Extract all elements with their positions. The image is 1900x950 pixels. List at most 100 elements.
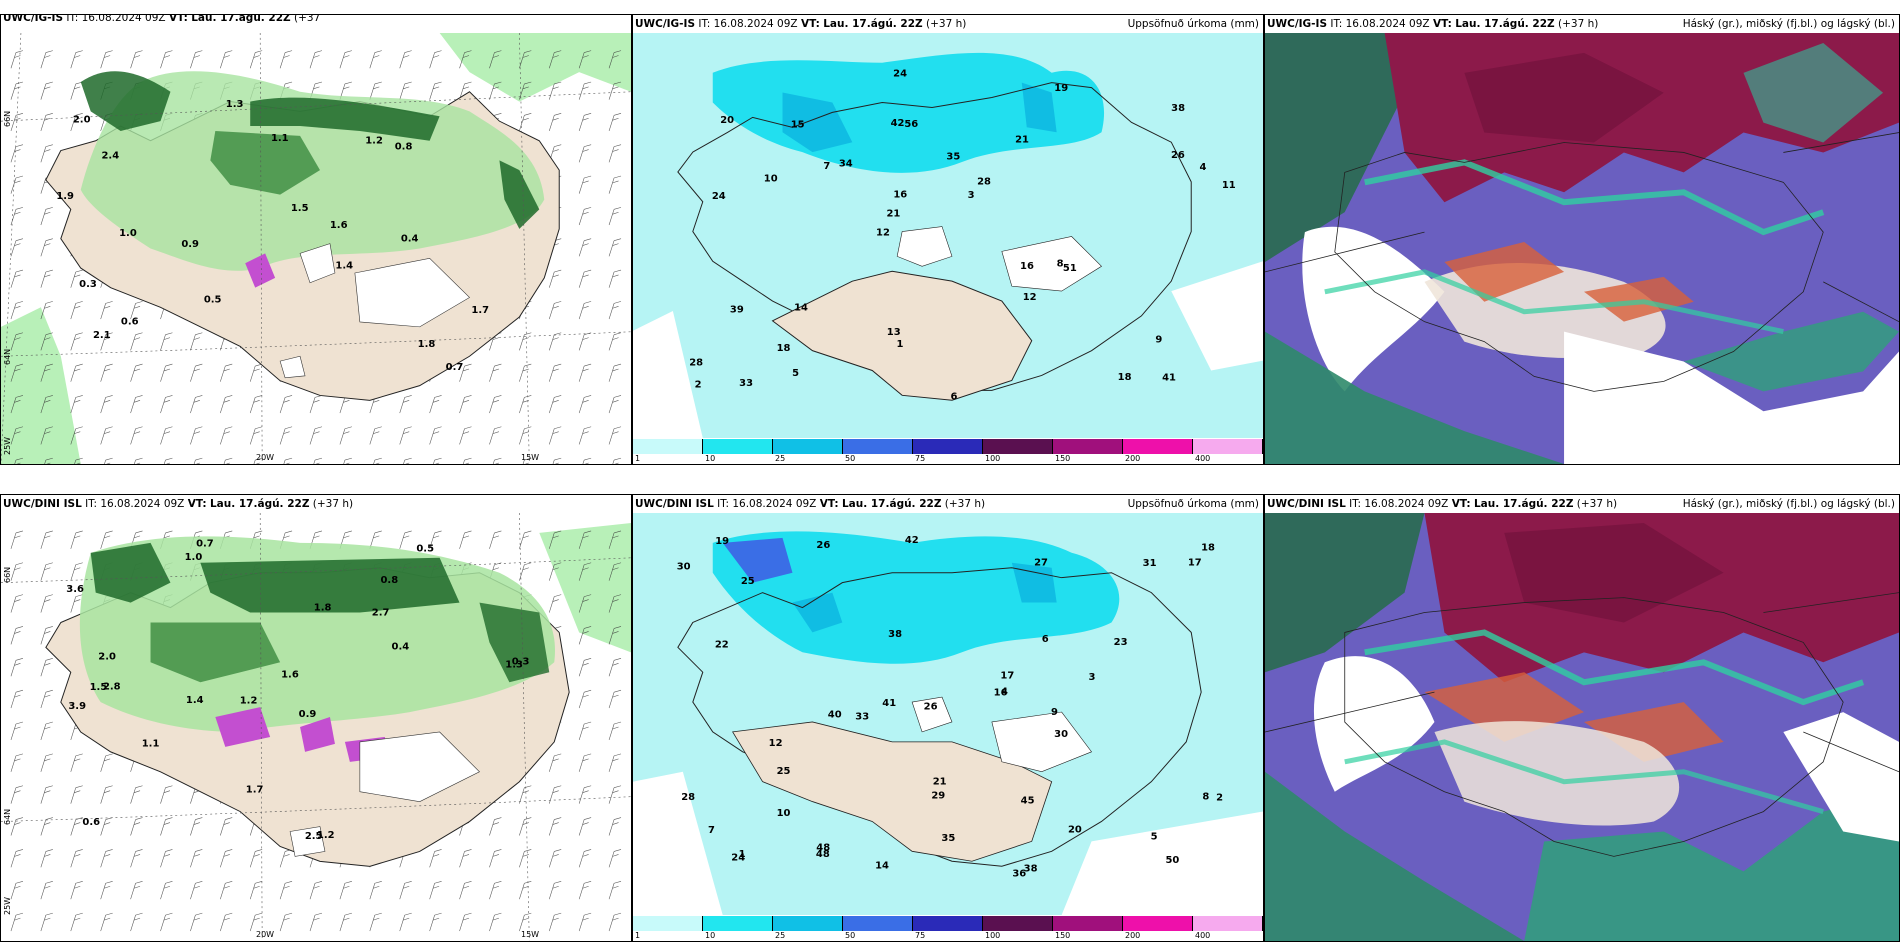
wind-barb: [130, 395, 143, 414]
wind-barb: [40, 594, 53, 613]
value-label: 1.3: [505, 659, 523, 670]
wind-barb: [190, 912, 203, 932]
wind-barb: [429, 912, 442, 932]
colorbar-swatch: [1053, 439, 1123, 454]
wind-barb: [608, 594, 622, 613]
value-label: 0.6: [121, 317, 139, 328]
value-label: 38: [1024, 864, 1038, 875]
wind-barb: [369, 50, 382, 69]
value-label: 25: [741, 576, 755, 587]
wind-barb: [492, 457, 502, 464]
wind-barb: [249, 912, 263, 932]
wind-barb: [369, 912, 382, 932]
colorbar-swatch: [843, 916, 913, 931]
wind-barb: [548, 50, 562, 69]
wind-barb: [578, 113, 592, 132]
wind-barb: [249, 395, 263, 414]
panel-header: UWC/IG-IS IT: 16.08.2024 09Z VT: Lau. 17…: [1265, 15, 1899, 33]
wind-barb: [459, 912, 472, 932]
wind-barb: [40, 530, 53, 549]
wind-barb: [190, 50, 203, 69]
wind-barb: [608, 113, 622, 132]
value-label: 17: [1188, 558, 1202, 569]
wind-barb: [279, 395, 293, 414]
wind-barb: [608, 849, 622, 868]
value-label: 50: [1166, 855, 1180, 866]
panel-dini-accum-precip: UWC/DINI ISL IT: 16.08.2024 09Z VT: Lau.…: [632, 494, 1264, 942]
wind-barb: [249, 880, 263, 900]
value-label: 1.5: [291, 203, 309, 214]
panel-ig-accum-precip: UWC/IG-IS IT: 16.08.2024 09Z VT: Lau. 17…: [632, 14, 1264, 465]
wind-barb: [552, 457, 562, 464]
wind-barb: [10, 269, 24, 288]
value-label: 38: [1171, 103, 1185, 114]
wind-barb: [220, 849, 233, 868]
wind-barb: [100, 426, 113, 445]
wind-barb: [190, 849, 203, 868]
wind-barb: [369, 426, 382, 445]
wind-barb: [459, 395, 472, 414]
wind-barb: [608, 626, 622, 645]
wind-barb: [160, 912, 173, 932]
wind-barb: [100, 395, 113, 414]
wind-barb: [130, 363, 143, 382]
wind-barb: [459, 880, 472, 900]
wind-barb: [40, 81, 53, 100]
value-label: 0.3: [512, 657, 530, 668]
colorbar-swatch: [983, 916, 1053, 931]
wind-barb: [399, 530, 412, 549]
wind-barb: [608, 426, 622, 445]
wind-barb: [40, 880, 53, 900]
wind-barb: [578, 426, 592, 445]
wind-barb: [40, 207, 53, 226]
wind-barb: [612, 457, 622, 464]
wind-barb: [163, 457, 173, 464]
map-ig-cloud: [1265, 33, 1899, 464]
wind-barb: [160, 332, 173, 351]
wind-barb: [548, 880, 562, 900]
value-label: 2.8: [103, 682, 121, 693]
map-svg: 0.7 0.8 1.3 1.2 0.9 2.8 3.6 2.7 3.9 1.8 1.6 0.6 1.0 1…: [1, 513, 631, 941]
wind-barb: [44, 457, 53, 464]
wind-barb: [10, 626, 24, 645]
wind-barb: [70, 363, 83, 382]
wind-barb: [489, 81, 502, 100]
value-label: 0.5: [204, 295, 222, 306]
wind-barb: [343, 457, 352, 464]
lon-label-25w: 25W: [3, 436, 12, 455]
colorbar-swatch: [843, 439, 913, 454]
map-dini-rate: 0.7 0.8 1.3 1.2 0.9 2.8 3.6 2.7 3.9 1.8 1.6 0.6 1.0 1…: [1, 513, 631, 941]
wind-barb: [190, 395, 203, 414]
value-label: 1.8: [418, 339, 436, 350]
wind-barb: [40, 658, 53, 677]
lon-label-25w: 25W: [3, 896, 12, 915]
wind-barb: [578, 912, 592, 932]
value-label: 21: [933, 776, 947, 787]
colorbar-swatch: [633, 916, 703, 931]
wind-barb: [40, 332, 53, 351]
wind-barb: [608, 562, 622, 581]
value-label: 33: [739, 378, 753, 389]
value-label: 11: [1222, 180, 1236, 191]
colorbar-tick-label: 200: [1125, 931, 1141, 940]
wind-barb: [548, 301, 562, 320]
wind-barb: [10, 238, 24, 257]
wind-barb: [578, 50, 592, 69]
wind-barb: [459, 849, 472, 868]
wind-barb: [548, 81, 562, 100]
wind-barb: [220, 817, 233, 836]
value-label: 39: [730, 304, 744, 315]
wind-barb: [519, 912, 532, 932]
wind-barb: [459, 530, 472, 549]
panel-header: UWC/IG-IS IT: 16.08.2024 09Z VT: Lau. 17…: [1, 15, 631, 27]
value-label: 36: [1012, 868, 1026, 879]
wind-barb: [578, 301, 592, 320]
wind-barb: [403, 457, 412, 464]
wind-barb: [40, 238, 53, 257]
value-label: 1.6: [330, 220, 348, 231]
wind-barb: [608, 332, 622, 351]
wind-barb: [608, 817, 622, 836]
wind-barb: [100, 753, 113, 772]
wind-barb: [608, 175, 622, 194]
wind-barb: [220, 50, 233, 69]
